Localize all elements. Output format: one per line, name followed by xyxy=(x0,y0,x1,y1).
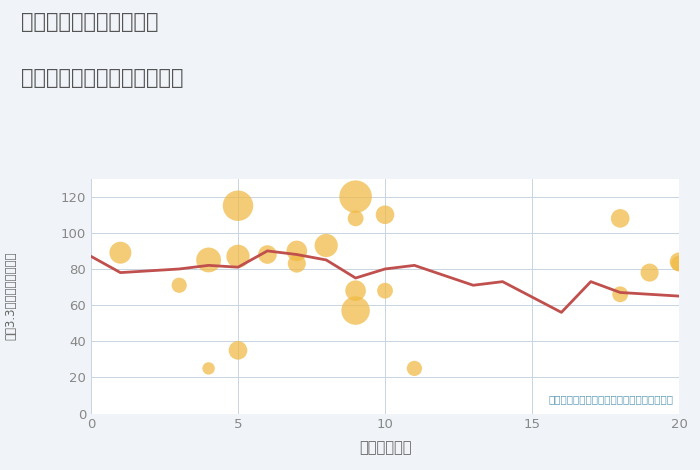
Point xyxy=(409,365,420,372)
Point xyxy=(644,269,655,276)
Point xyxy=(291,247,302,255)
Text: 三重県津市河芸町上野の: 三重県津市河芸町上野の xyxy=(21,12,158,32)
Point xyxy=(232,252,244,260)
Text: 円の大きさは、取引のあった物件面積を示す: 円の大きさは、取引のあった物件面積を示す xyxy=(548,394,673,404)
Point xyxy=(379,287,391,294)
Point xyxy=(350,307,361,314)
Text: 駅距離別中古マンション価格: 駅距離別中古マンション価格 xyxy=(21,68,183,88)
Point xyxy=(615,290,626,298)
Point xyxy=(350,193,361,200)
Point xyxy=(203,365,214,372)
Point xyxy=(232,346,244,354)
Point xyxy=(203,256,214,264)
Point xyxy=(350,215,361,222)
Point xyxy=(673,260,685,267)
Point xyxy=(350,287,361,294)
Point xyxy=(262,251,273,258)
Point xyxy=(673,258,685,266)
Point xyxy=(321,242,332,249)
Text: 坪（3.3㎡）単価（万円）: 坪（3.3㎡）単価（万円） xyxy=(4,252,17,340)
Point xyxy=(379,211,391,219)
Point xyxy=(174,282,185,289)
X-axis label: 駅距離（分）: 駅距離（分） xyxy=(358,440,412,455)
Point xyxy=(291,260,302,267)
Point xyxy=(115,249,126,257)
Point xyxy=(615,215,626,222)
Point xyxy=(232,202,244,210)
